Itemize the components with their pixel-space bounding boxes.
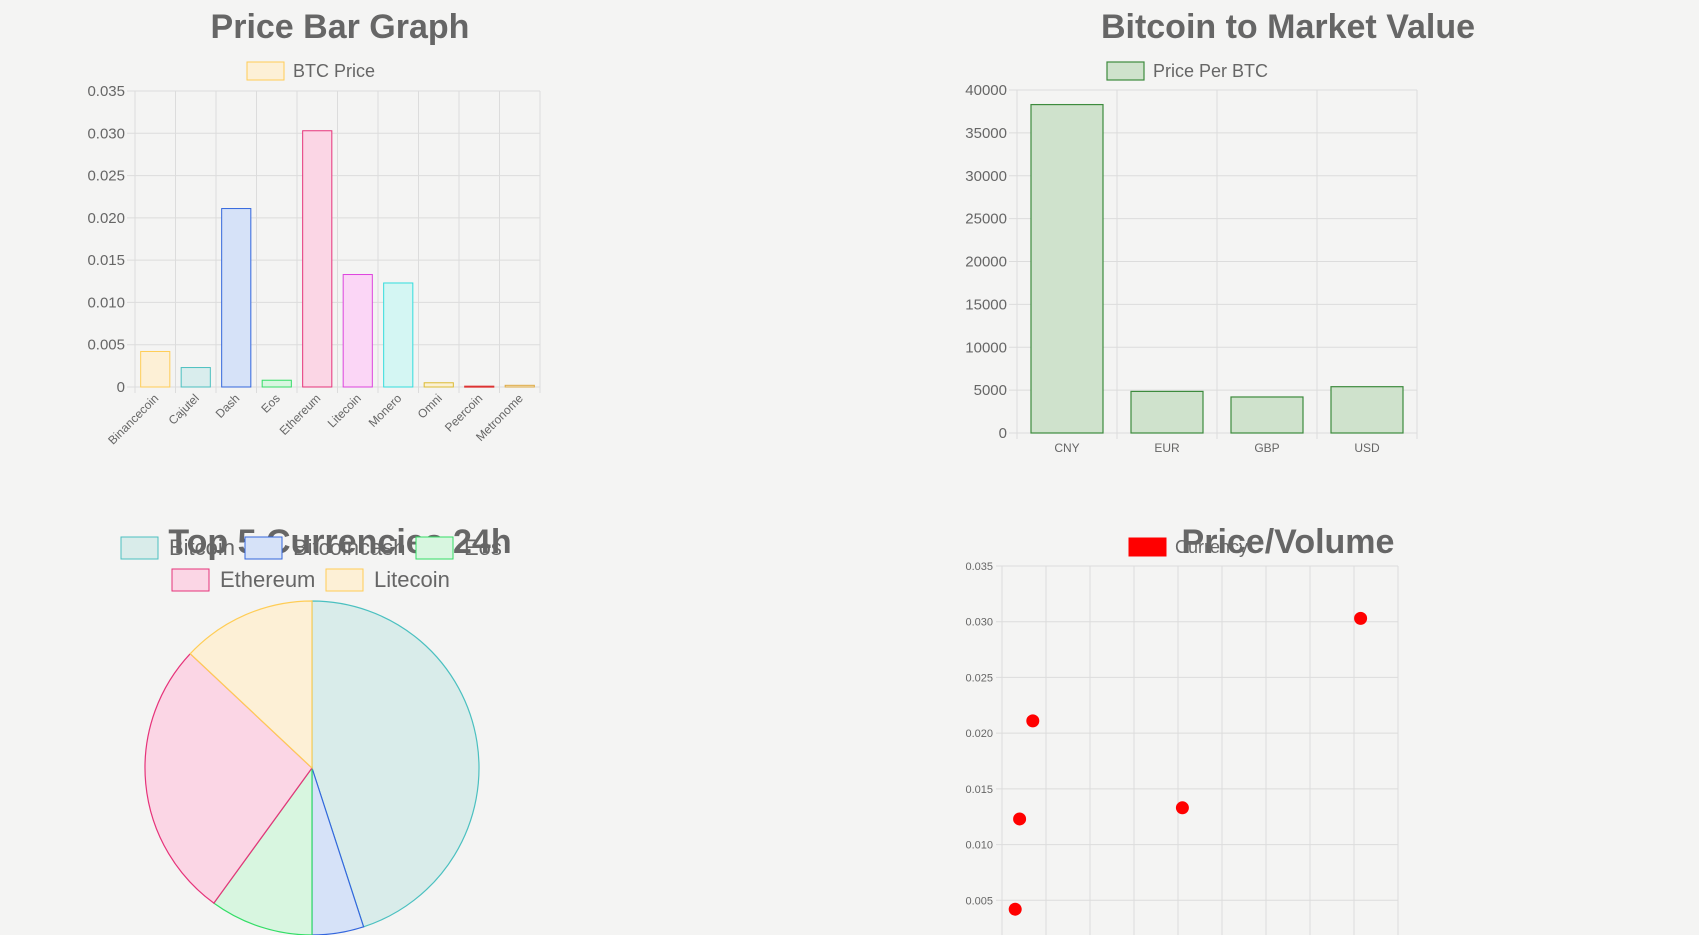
y-tick-label: 0.020 [87, 210, 125, 227]
y-tick-label: 40000 [965, 82, 1007, 99]
price-volume-panel: Price/Volume 0.005 0.010 0.015 0.020 0.025 0.… [950, 515, 1630, 935]
y-tick-label: 30000 [965, 168, 1007, 185]
chart-title: Bitcoin to Market Value [1100, 8, 1476, 46]
y-tick-label: 0.035 [965, 561, 993, 573]
x-tick-label: Dash [213, 391, 243, 421]
bar-eur [1130, 390, 1204, 434]
chart-title: Top 5 Currencies 24h [168, 523, 512, 561]
y-tick-label: 0.030 [965, 617, 993, 629]
market-value-panel: Bitcoin to Market Value 0 5000 10000 15000 2… [950, 0, 1630, 480]
x-tick-label: CNY [1054, 441, 1079, 455]
x-tick-label: Omni [415, 391, 445, 421]
legend-label: Eos [464, 535, 502, 560]
legend-swatch [171, 568, 210, 592]
bar-dash [221, 208, 252, 388]
scatter-point [1175, 801, 1189, 815]
bar-monero [383, 282, 414, 388]
price-volume-chart: 0.005 0.010 0.015 0.020 0.025 0.030 0.035 Curre… [965, 537, 1399, 935]
y-tick-label: 0.005 [965, 895, 993, 907]
y-tick-label: 5000 [974, 382, 1007, 399]
x-tick-label: Eos [258, 391, 283, 416]
y-tick-label: 0.025 [965, 672, 993, 684]
legend-label: BTC Price [293, 61, 375, 81]
y-tick-label: 0.020 [965, 728, 993, 740]
legend-label: Bitcoincash [293, 535, 406, 560]
legend-swatch [1128, 537, 1167, 557]
scatter-point [1026, 714, 1040, 728]
pie-slice-bitcoin [311, 600, 480, 928]
bar-cajutel [180, 367, 211, 388]
y-tick-label: 0.010 [87, 294, 125, 311]
scatter-point [1008, 902, 1022, 916]
y-tick-label: 0.015 [965, 784, 993, 796]
x-tick-label: USD [1354, 441, 1380, 455]
y-tick-label: 10000 [965, 339, 1007, 356]
legend-swatch [325, 568, 364, 592]
y-tick-label: 35000 [965, 125, 1007, 142]
x-tick-label: Ethereum [277, 391, 324, 438]
top5-panel: Top 5 Currencies 24h Bitcoin Bitcoincash E… [0, 515, 680, 935]
legend-swatch [120, 536, 159, 560]
legend-swatch [1106, 61, 1145, 81]
x-tick-label: Binancecoin [105, 391, 161, 447]
y-tick-label: 0.015 [87, 252, 125, 269]
bar-metronome [504, 384, 535, 388]
y-tick-label: 0.010 [965, 840, 993, 852]
y-tick-label: 0.025 [87, 168, 125, 185]
bar-peercoin [464, 385, 495, 388]
legend-label: Price Per BTC [1153, 61, 1268, 81]
bar-gbp [1230, 396, 1304, 434]
market-value-chart: 0 5000 10000 15000 20000 25000 30000 35000 40000… [965, 61, 1418, 455]
legend-swatch [415, 536, 454, 560]
legend-label: Currency [1175, 537, 1248, 557]
x-tick-label: GBP [1254, 441, 1279, 455]
x-tick-label: Cajutel [166, 391, 202, 427]
bar-omni [423, 382, 454, 388]
legend-swatch [244, 536, 283, 560]
y-tick-label: 0.005 [87, 337, 125, 354]
bar-ethereum [302, 130, 333, 388]
x-tick-label: EUR [1154, 441, 1180, 455]
pie-slice-litecoin [189, 600, 313, 770]
chart-title: Price/Volume [1181, 523, 1395, 561]
pie-slice-ethereum [144, 652, 313, 904]
y-tick-label: 0.030 [87, 125, 125, 142]
bar-cny [1030, 103, 1104, 434]
top5-pie-chart: Bitcoin Bitcoincash Eos Ethereum Litecoin [120, 535, 502, 935]
chart-title: Price Bar Graph [210, 8, 470, 46]
y-tick-label: 25000 [965, 211, 1007, 228]
y-tick-label: 0 [117, 379, 125, 396]
bar-litecoin [342, 274, 373, 388]
x-tick-label: Litecoin [325, 391, 364, 430]
y-tick-label: 20000 [965, 254, 1007, 271]
bar-usd [1330, 386, 1404, 434]
y-tick-label: 0 [999, 425, 1007, 442]
legend-swatch [246, 61, 285, 81]
scatter-point [1354, 611, 1368, 625]
price-bar-chart: 0 0.005 0.010 0.015 0.020 0.025 0.030 0.035 Bina… [87, 61, 541, 447]
bar-eos [261, 379, 292, 388]
price-bar-panel: Price Bar Graph 0 0.005 0.010 0.015 0.020 0.0… [0, 0, 680, 480]
scatter-point [1013, 812, 1027, 826]
legend-label: Bitcoin [169, 535, 235, 560]
legend-label: Litecoin [374, 567, 450, 592]
bar-binancecoin [140, 350, 171, 388]
y-tick-label: 15000 [965, 296, 1007, 313]
x-tick-label: Monero [366, 391, 405, 430]
y-tick-label: 0.035 [87, 83, 125, 100]
legend-label: Ethereum [220, 567, 315, 592]
